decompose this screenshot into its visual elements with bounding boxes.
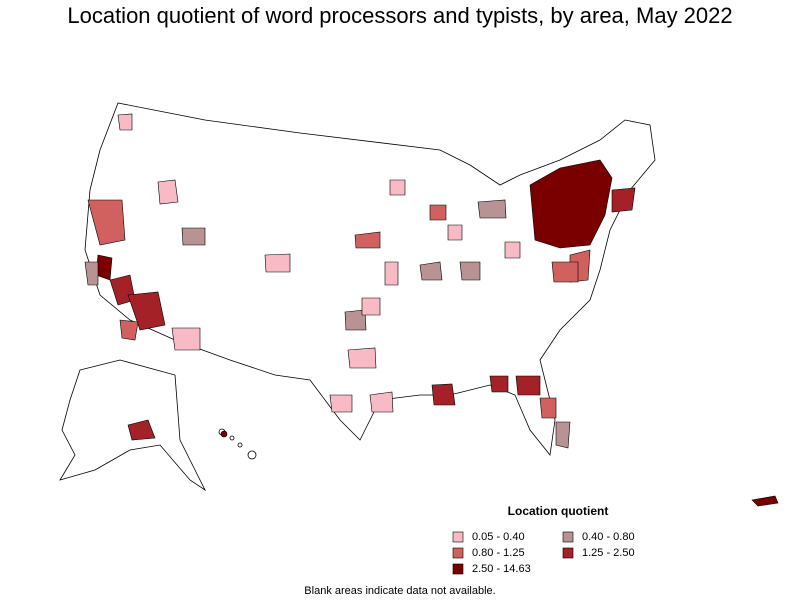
oklahoma-area (361, 297, 381, 316)
legend-swatch (562, 547, 574, 559)
indiana-area (447, 224, 463, 241)
michigan-area (477, 199, 507, 219)
wisconsin-area (429, 204, 447, 221)
legend-label: 0.05 - 0.40 (472, 531, 525, 543)
legend-swatch (452, 547, 464, 559)
legend-label: 2.50 - 14.63 (472, 563, 531, 575)
louisiana-area (431, 383, 456, 406)
legend-label: 0.80 - 1.25 (472, 547, 525, 559)
north-florida-area (515, 375, 541, 396)
northeast-area (529, 159, 613, 249)
legend-label: 0.40 - 0.80 (582, 531, 635, 543)
legend: 0.05 - 0.40 0.40 - 0.80 0.80 - 1.25 1.25 - … (452, 531, 635, 575)
colorado-area (264, 253, 291, 273)
kentucky-area (504, 241, 521, 259)
footnote: Blank areas indicate data not available. (304, 585, 495, 597)
san-diego-area (119, 319, 139, 341)
legend-swatch (452, 531, 464, 543)
bay-area (84, 261, 99, 286)
tucson-area (171, 327, 201, 351)
alaska-area (127, 419, 156, 441)
texas-area (347, 347, 377, 369)
arizona-area (127, 291, 166, 331)
austin-area (329, 394, 353, 413)
iowa-area (354, 231, 381, 249)
gulf-coast-area (489, 375, 509, 393)
legend-swatch (562, 531, 574, 543)
wyoming-area (181, 227, 206, 246)
northern-california-area (87, 199, 126, 246)
map (59, 102, 779, 507)
legend-title: Location quotient (508, 504, 609, 518)
puerto-rico-area (751, 495, 779, 507)
legend-label: 1.25 - 2.50 (582, 547, 635, 559)
midwest-area (419, 261, 443, 281)
idaho-area (157, 179, 179, 205)
minnesota-area (389, 179, 406, 196)
virginia-area (551, 261, 579, 283)
hawaii (218, 428, 257, 460)
south-florida-area (555, 421, 571, 449)
kansas-area (344, 309, 367, 331)
washington-area (117, 113, 133, 131)
houston-area (369, 391, 394, 413)
missouri-area (384, 261, 399, 286)
legend-swatch (452, 563, 464, 575)
new-england-area (611, 187, 636, 213)
ohio-valley-area (459, 261, 481, 281)
map-title: Location quotient of word processors and… (67, 3, 732, 28)
central-florida-area (539, 397, 557, 419)
honolulu-area (220, 430, 228, 438)
